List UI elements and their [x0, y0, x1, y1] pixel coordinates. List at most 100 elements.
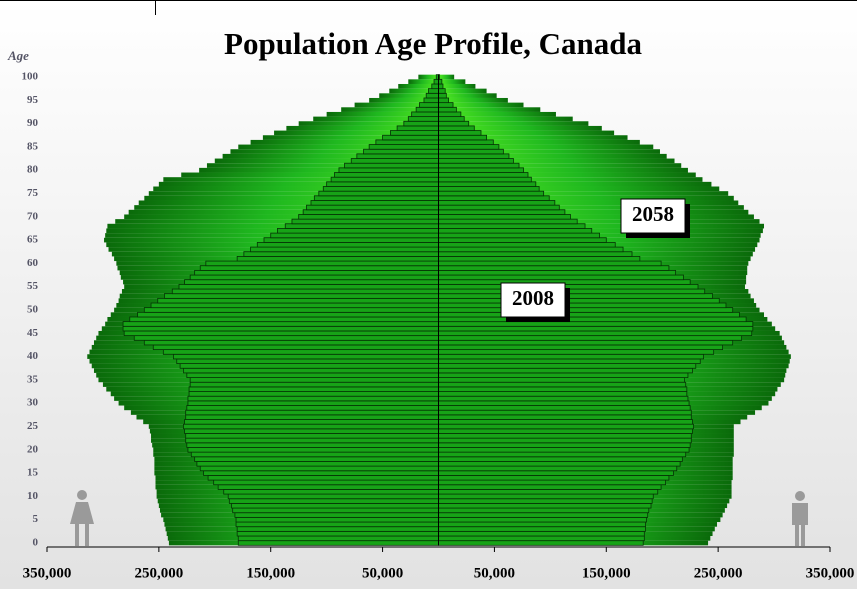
bar-2008 [189, 381, 439, 388]
bar-2008 [350, 158, 439, 164]
bar-2058 [438, 116, 573, 122]
bar-2058 [138, 200, 439, 206]
bar-2008 [313, 195, 439, 201]
bar-2008 [438, 391, 688, 397]
bar-2008 [438, 186, 540, 192]
y-tick-label: 45 [27, 327, 39, 339]
bar-2058 [438, 125, 602, 131]
bar-2058 [438, 158, 675, 164]
male-icon [792, 491, 808, 546]
bar-2008 [438, 330, 753, 337]
bar-2008 [298, 214, 439, 220]
y-tick-label: 85 [27, 140, 39, 152]
bar-2008 [438, 288, 706, 295]
bar-2008 [187, 447, 439, 453]
bar-2008 [256, 242, 439, 248]
bar-2008 [438, 265, 670, 271]
bar-2058 [438, 228, 763, 234]
y-tick-label: 65 [27, 234, 39, 246]
bar-2008 [438, 535, 645, 542]
annotation: 2058 [632, 202, 674, 226]
bar-2008 [199, 465, 439, 472]
bar-2008 [199, 265, 439, 271]
bar-2008 [243, 251, 439, 257]
y-tick-label: 55 [27, 280, 39, 292]
bar-2008 [438, 172, 529, 178]
bar-2058 [438, 172, 696, 178]
y-tick-label: 25 [27, 420, 39, 432]
bar-2008 [438, 386, 688, 392]
bar-2058 [438, 163, 682, 168]
bar-2058 [438, 97, 508, 103]
bar-2008 [438, 321, 754, 327]
bar-2058 [438, 121, 589, 126]
bar-2008 [438, 414, 692, 420]
bar-2008 [284, 223, 439, 229]
annotation-box: 2058 [620, 198, 690, 238]
bar-2058 [438, 181, 712, 187]
bar-2008 [438, 83, 444, 90]
bar-2008 [133, 335, 439, 341]
bar-2058 [398, 83, 439, 89]
bar-2058 [438, 130, 615, 136]
bar-2008 [438, 409, 692, 416]
y-tick-label: 50 [27, 304, 39, 316]
bar-2008 [438, 153, 510, 159]
bar-2008 [236, 256, 439, 262]
bar-2008 [438, 246, 624, 253]
bar-2008 [438, 344, 724, 351]
bar-2008 [306, 204, 439, 211]
bar-2058 [438, 191, 729, 196]
bar-2008 [438, 540, 644, 546]
bar-2008 [232, 507, 439, 514]
bar-2008 [438, 437, 692, 444]
y-tick-label: 35 [27, 373, 39, 385]
bar-2008 [183, 423, 439, 430]
bar-2008 [438, 78, 443, 85]
bar-2008 [431, 83, 439, 90]
bar-2058 [408, 79, 439, 84]
bar-2008 [205, 260, 439, 267]
bar-2058 [181, 172, 439, 178]
bar-2008 [184, 428, 439, 434]
bar-2058 [163, 177, 439, 182]
x-tick-label: 150,000 [246, 565, 295, 581]
bar-2008 [438, 405, 691, 411]
bar-2008 [237, 540, 439, 546]
bar-2058 [298, 121, 439, 126]
bar-2008 [438, 353, 705, 360]
bar-2008 [438, 526, 646, 532]
bar-2008 [152, 344, 439, 351]
bar-2058 [214, 158, 439, 164]
bar-2008 [164, 293, 439, 299]
bar-2058 [438, 79, 466, 84]
bar-2008 [438, 377, 685, 383]
bar-2058 [262, 135, 439, 140]
bar-2008 [185, 409, 439, 416]
bar-2008 [207, 475, 439, 481]
bar-2008 [415, 106, 439, 113]
bar-2008 [270, 232, 439, 239]
bar-2008 [438, 489, 659, 495]
bar-2008 [179, 363, 439, 369]
bar-2008 [438, 251, 633, 257]
bar-2008 [194, 269, 439, 276]
bar-2058 [107, 223, 439, 229]
bar-2058 [124, 214, 439, 220]
bar-2058 [438, 88, 487, 94]
y-tick-label: 20 [27, 443, 39, 455]
bar-2008 [438, 433, 692, 439]
bar-2008 [291, 218, 439, 225]
bar-2058 [128, 209, 439, 215]
bar-2008 [438, 325, 754, 332]
bar-2008 [162, 349, 439, 355]
bar-2008 [438, 167, 524, 173]
bar-2008 [188, 391, 439, 397]
y-tick-label: 80 [27, 164, 39, 176]
bar-2008 [438, 116, 465, 122]
bar-2058 [274, 130, 439, 136]
bar-2008 [438, 148, 504, 155]
bar-2008 [438, 97, 449, 104]
bar-2008 [438, 349, 715, 355]
bar-2008 [330, 176, 439, 183]
